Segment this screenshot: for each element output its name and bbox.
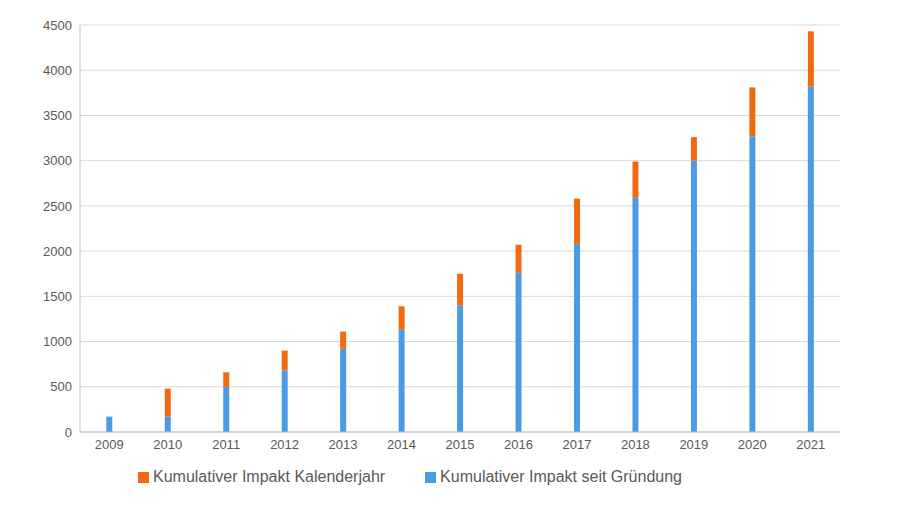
svg-text:2009: 2009 [95, 437, 124, 452]
svg-text:2010: 2010 [153, 437, 182, 452]
svg-text:2500: 2500 [43, 199, 72, 214]
svg-text:2020: 2020 [738, 437, 767, 452]
svg-text:4500: 4500 [43, 18, 72, 33]
svg-text:2019: 2019 [679, 437, 708, 452]
html-text:Kumulativer Impakt seit Gründu: Kumulativer Impakt seit Gründung [440, 468, 682, 485]
svg-text:0: 0 [65, 425, 72, 440]
svg-text:2012: 2012 [270, 437, 299, 452]
svg-text:1000: 1000 [43, 334, 72, 349]
svg-text:2015: 2015 [446, 437, 475, 452]
svg-text:2011: 2011 [212, 437, 240, 452]
svg-text:1500: 1500 [43, 289, 72, 304]
svg-text:2000: 2000 [43, 244, 72, 259]
svg-text:2013: 2013 [329, 437, 358, 452]
svg-text:3500: 3500 [43, 108, 72, 123]
svg-text:2018: 2018 [621, 437, 650, 452]
svg-text:4000: 4000 [43, 63, 72, 78]
html-text:Kumulativer Impakt Kalenderjah: Kumulativer Impakt Kalenderjahr [153, 468, 386, 485]
svg-text:2016: 2016 [504, 437, 533, 452]
svg-text:3000: 3000 [43, 153, 72, 168]
svg-text:500: 500 [50, 379, 72, 394]
svg-text:2021: 2021 [796, 437, 825, 452]
svg-text:2014: 2014 [387, 437, 416, 452]
svg-text:2017: 2017 [562, 437, 591, 452]
